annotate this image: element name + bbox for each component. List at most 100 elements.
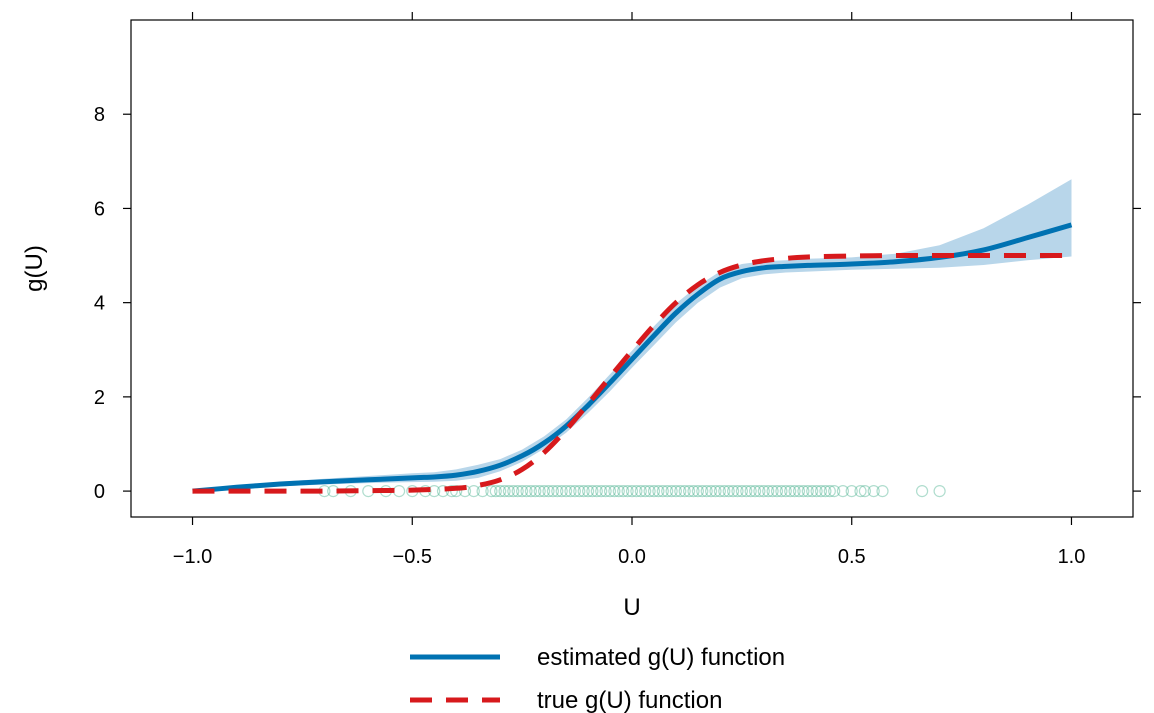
observed-point	[762, 485, 775, 498]
observed-point	[801, 485, 814, 498]
observed-point	[678, 485, 691, 498]
observed-point	[559, 485, 573, 498]
estimated-series-line	[192, 222, 1073, 494]
x-tick-label: −1.0	[173, 546, 212, 568]
observed-point	[709, 485, 722, 498]
x-tick-label: 1.0	[1058, 546, 1086, 568]
observed-point	[568, 485, 582, 498]
observed-point	[828, 485, 841, 498]
observed-point	[485, 485, 498, 498]
observed-point	[546, 485, 560, 498]
observed-point	[691, 485, 705, 498]
observed-point	[520, 485, 533, 498]
observed-point	[515, 485, 529, 498]
observed-point	[630, 485, 643, 498]
y-tick-label: 6	[94, 198, 105, 220]
observed-point	[647, 485, 661, 498]
x-tick-label: −0.5	[393, 546, 432, 568]
observed-point	[779, 485, 792, 498]
legend: estimated g(U) function true g(U) functi…	[410, 644, 785, 713]
observed-point	[766, 485, 779, 498]
observed-point	[652, 485, 665, 498]
observed-point	[797, 485, 810, 498]
observed-point	[612, 485, 625, 498]
observed-point	[498, 485, 511, 498]
observed-point	[599, 485, 612, 498]
observed-point	[590, 485, 603, 498]
observed-point	[792, 485, 806, 498]
legend-label-true: true g(U) function	[537, 687, 722, 713]
observed-point	[810, 485, 823, 498]
observed-point	[718, 485, 731, 498]
observed-point	[669, 485, 683, 498]
observed-point	[608, 485, 621, 498]
observed-point	[617, 485, 630, 498]
true-series-line	[192, 253, 1072, 494]
observed-point	[674, 485, 687, 498]
y-tick-label: 8	[94, 104, 105, 126]
observed-point	[625, 485, 639, 498]
observed-point	[564, 485, 577, 498]
observed-point	[502, 485, 515, 498]
observed-point	[687, 485, 700, 498]
observed-point	[823, 485, 836, 498]
y-axis-ticks: 0 2 4 6 8	[94, 104, 1141, 503]
observed-point	[393, 485, 406, 498]
x-tick-label: 0.5	[838, 546, 866, 568]
observed-point	[529, 485, 542, 498]
observed-point	[656, 485, 669, 498]
observed-point	[551, 485, 564, 498]
observed-point	[713, 485, 727, 498]
observed-point	[489, 485, 502, 498]
observed-point	[581, 485, 595, 498]
x-axis-ticks: −1.0 −0.5 0.0 0.5 1.0	[173, 12, 1086, 568]
observed-point	[753, 485, 766, 498]
observed-point	[748, 485, 762, 498]
observed-point	[507, 485, 520, 498]
x-tick-label: 0.0	[618, 546, 646, 568]
observed-point	[854, 485, 867, 498]
observed-point	[731, 485, 744, 498]
observed-point	[555, 485, 568, 498]
observed-point	[362, 485, 375, 498]
observed-point	[819, 485, 832, 498]
observed-point	[524, 485, 538, 498]
observed-point	[665, 485, 678, 498]
observed-point	[744, 485, 757, 498]
observed-point	[603, 485, 617, 498]
y-tick-label: 0	[94, 481, 105, 503]
observed-point	[573, 485, 586, 498]
observed-point	[494, 485, 507, 498]
observed-point	[533, 485, 546, 498]
observed-point	[577, 485, 590, 498]
observed-point	[836, 485, 850, 498]
observed-point	[735, 485, 749, 498]
observed-point	[682, 485, 696, 498]
observed-point	[915, 485, 929, 498]
observed-point	[467, 485, 480, 498]
observed-point	[933, 485, 946, 498]
observed-point	[704, 485, 718, 498]
legend-label-estimated: estimated g(U) function	[537, 644, 785, 671]
observed-point	[639, 485, 652, 498]
observed-point	[643, 485, 656, 498]
observed-point	[806, 485, 819, 498]
observed-point	[770, 485, 784, 498]
observed-point	[700, 485, 713, 498]
observed-point	[775, 485, 788, 498]
observed-point	[542, 485, 555, 498]
confidence-band-layer	[192, 179, 1072, 492]
observed-point	[634, 485, 647, 498]
y-axis-label: g(U)	[21, 245, 48, 292]
observed-point	[867, 485, 880, 498]
observed-point	[814, 485, 828, 498]
confidence-band	[192, 179, 1072, 492]
observed-point	[621, 485, 634, 498]
observed-point	[858, 485, 872, 498]
observed-point	[726, 485, 740, 498]
x-axis-label: U	[623, 594, 640, 621]
observed-point	[740, 485, 753, 498]
observed-point	[586, 485, 599, 498]
observed-point	[661, 485, 674, 498]
